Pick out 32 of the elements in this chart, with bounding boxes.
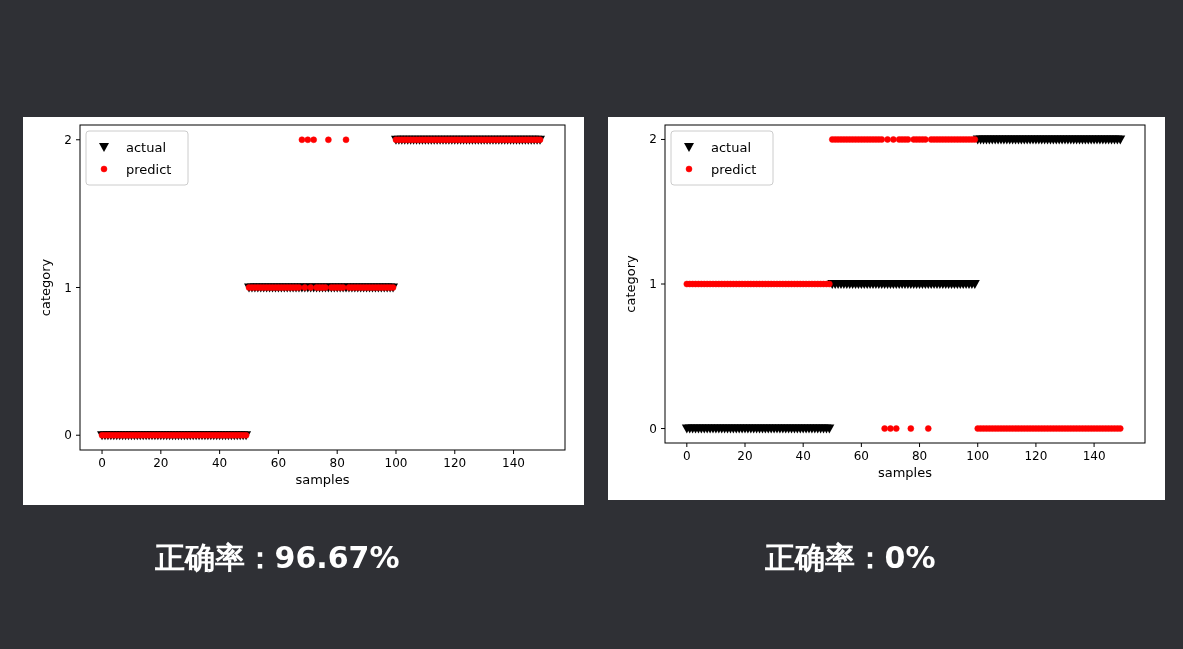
x-tick-label: 100 (384, 456, 408, 470)
x-tick-label: 20 (737, 449, 753, 463)
text: 正确率：0% (763, 540, 936, 575)
y-tick-label: 1 (649, 277, 657, 291)
y-axis-title: category (623, 254, 638, 313)
x-tick-label: 80 (911, 449, 928, 463)
x-tick-label: 0 (683, 449, 691, 463)
text: 正确率：96.67% (153, 540, 400, 575)
legend-label: actual (126, 140, 167, 155)
x-tick-label: 60 (270, 456, 287, 470)
x-tick-label: 40 (211, 456, 228, 470)
y-tick-label: 0 (64, 428, 72, 443)
x-tick-label: 100 (966, 449, 990, 463)
legend-label: predict (711, 162, 757, 177)
x-tick-label: 40 (795, 449, 811, 463)
x-tick-label: 80 (329, 456, 345, 470)
legend-label: predict (126, 162, 172, 177)
x-tick-label: 120 (1024, 449, 1048, 463)
x-axis-title: samples (877, 465, 933, 480)
x-tick-label: 140 (502, 456, 526, 470)
x-tick-label: 20 (153, 456, 169, 470)
x-tick-label: 0 (98, 456, 106, 470)
x-tick-label: 120 (443, 456, 467, 470)
y-tick-label: 2 (649, 132, 657, 147)
y-tick-label: 0 (649, 421, 657, 436)
x-tick-label: 140 (1082, 449, 1106, 463)
y-tick-label: 1 (64, 280, 72, 295)
x-axis-title: samples (295, 472, 350, 487)
y-tick-label: 2 (64, 132, 72, 147)
y-axis-title: category (38, 258, 53, 317)
x-tick-label: 60 (853, 449, 869, 463)
legend-label: actual (711, 140, 752, 155)
